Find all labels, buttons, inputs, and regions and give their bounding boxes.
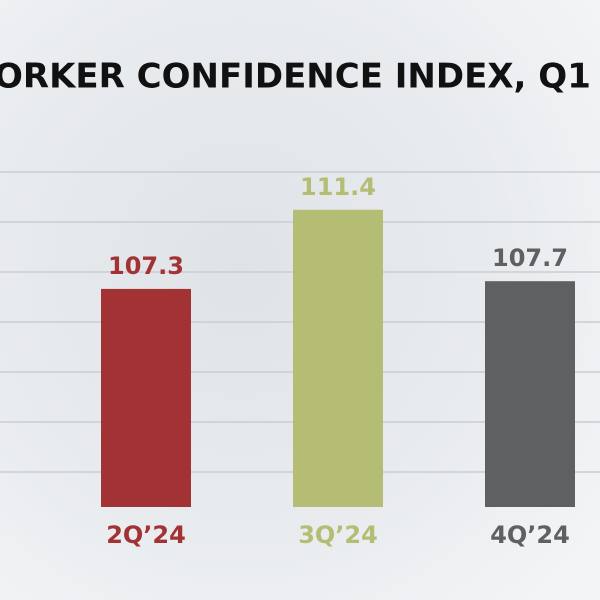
x-tick-label: 3Q’24 (298, 521, 378, 549)
x-tick-label: 2Q’24 (106, 521, 186, 549)
chart-title: ORKER CONFIDENCE INDEX, Q1 20 (0, 57, 600, 97)
value-label: 107.3 (108, 252, 184, 280)
x-tick-label: 4Q’24 (490, 521, 570, 549)
bar (293, 209, 383, 507)
value-label: 111.4 (300, 173, 376, 201)
value-label: 107.7 (492, 244, 568, 272)
bar (101, 288, 191, 507)
bar (485, 281, 575, 507)
